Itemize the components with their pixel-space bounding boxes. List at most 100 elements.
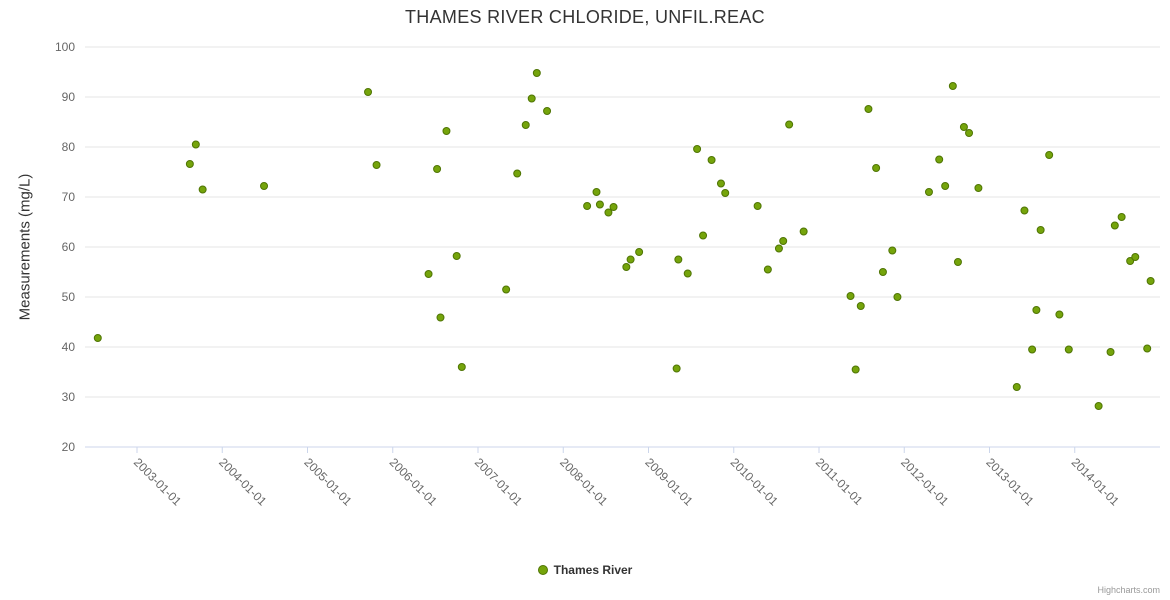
data-point[interactable] — [1110, 221, 1119, 230]
data-point[interactable] — [799, 227, 808, 236]
data-point[interactable] — [583, 202, 592, 210]
x-axis-tick-label: 2007-01-01 — [472, 455, 526, 509]
data-point[interactable] — [888, 246, 897, 255]
y-axis-tick-label: 90 — [62, 90, 76, 104]
legend-marker-icon — [537, 565, 548, 575]
x-axis-tick-label: 2012-01-01 — [898, 455, 952, 509]
y-axis-tick-label: 70 — [62, 190, 76, 204]
data-point[interactable] — [604, 208, 613, 217]
x-axis-tick-label: 2014-01-01 — [1069, 455, 1123, 509]
data-point[interactable] — [635, 248, 644, 256]
data-point[interactable] — [513, 169, 522, 178]
data-point[interactable] — [941, 182, 950, 190]
data-point[interactable] — [1117, 213, 1126, 221]
data-point[interactable] — [785, 120, 794, 129]
data-point[interactable] — [893, 293, 902, 301]
y-axis-tick-label: 80 — [62, 140, 76, 154]
data-point[interactable] — [683, 269, 692, 278]
y-axis-tick-label: 20 — [62, 440, 76, 454]
x-axis-tick-label: 2013-01-01 — [983, 455, 1037, 509]
legend-label: Thames River — [553, 563, 633, 577]
data-point[interactable] — [716, 179, 725, 188]
data-point[interactable] — [693, 145, 702, 153]
data-point[interactable] — [674, 255, 683, 264]
data-point[interactable] — [521, 121, 530, 129]
data-point[interactable] — [1064, 345, 1073, 354]
x-axis-tick-label: 2011-01-01 — [813, 455, 866, 508]
data-point[interactable] — [959, 123, 968, 131]
data-point[interactable] — [198, 185, 207, 194]
data-point[interactable] — [953, 258, 962, 266]
legend-item-thames-river[interactable]: Thames River — [537, 563, 633, 577]
data-point[interactable] — [191, 140, 200, 149]
data-point[interactable] — [753, 202, 762, 210]
data-point[interactable] — [260, 182, 269, 190]
data-point[interactable] — [1036, 226, 1045, 234]
data-point[interactable] — [93, 334, 102, 342]
data-point[interactable] — [532, 69, 541, 77]
data-point[interactable] — [364, 88, 373, 96]
data-point[interactable] — [622, 263, 631, 271]
x-axis-tick-label: 2006-01-01 — [387, 455, 441, 509]
data-point[interactable] — [948, 82, 957, 90]
data-point[interactable] — [1028, 345, 1037, 354]
data-point[interactable] — [699, 231, 708, 240]
data-point[interactable] — [372, 161, 381, 169]
x-axis-tick-label: 2010-01-01 — [728, 455, 782, 509]
data-point[interactable] — [864, 105, 873, 113]
data-point[interactable] — [1126, 257, 1135, 265]
data-point[interactable] — [595, 200, 604, 209]
y-axis-tick-label: 60 — [62, 240, 76, 254]
legend: Thames River — [0, 562, 1170, 580]
data-point[interactable] — [935, 155, 944, 164]
chart-title: THAMES RIVER CHLORIDE, UNFIL.REAC — [405, 7, 765, 27]
data-point[interactable] — [707, 156, 716, 164]
data-point[interactable] — [609, 203, 618, 211]
data-point[interactable] — [1045, 151, 1054, 159]
y-axis-tick-label: 40 — [62, 340, 76, 354]
x-axis-tick-label: 2004-01-01 — [216, 455, 270, 509]
data-point[interactable] — [1012, 383, 1021, 391]
data-point[interactable] — [763, 265, 772, 274]
data-point[interactable] — [185, 160, 194, 168]
y-axis-tick-label: 30 — [62, 390, 76, 404]
highcharts-credits-link[interactable]: Highcharts.com — [1097, 585, 1160, 595]
y-axis-tick-label: 50 — [62, 290, 76, 304]
data-point[interactable] — [721, 189, 730, 197]
data-point[interactable] — [872, 164, 881, 172]
data-point[interactable] — [433, 165, 442, 173]
data-point[interactable] — [436, 313, 445, 322]
x-axis-tick-label: 2005-01-01 — [301, 455, 355, 509]
data-point[interactable] — [1146, 277, 1155, 285]
x-axis-tick-label: 2008-01-01 — [557, 455, 611, 509]
data-point[interactable] — [592, 188, 601, 196]
data-point[interactable] — [502, 285, 511, 294]
data-point[interactable] — [1032, 306, 1041, 314]
data-point[interactable] — [672, 364, 681, 373]
data-point[interactable] — [774, 244, 783, 253]
data-point[interactable] — [442, 127, 451, 135]
data-point[interactable] — [1020, 206, 1029, 215]
data-point[interactable] — [452, 252, 461, 260]
data-point[interactable] — [878, 268, 887, 276]
data-point[interactable] — [974, 184, 983, 192]
data-point[interactable] — [1055, 310, 1064, 319]
data-point[interactable] — [424, 270, 433, 278]
data-point[interactable] — [779, 237, 788, 245]
data-point[interactable] — [856, 302, 865, 310]
data-point[interactable] — [851, 365, 860, 374]
data-point[interactable] — [527, 94, 536, 103]
data-point[interactable] — [457, 363, 466, 371]
data-point[interactable] — [924, 188, 933, 196]
data-point[interactable] — [626, 255, 635, 264]
data-point[interactable] — [1143, 344, 1152, 353]
data-point[interactable] — [543, 107, 552, 115]
x-axis-tick-label: 2009-01-01 — [642, 455, 696, 509]
data-point[interactable] — [1131, 253, 1140, 261]
data-point[interactable] — [1106, 348, 1115, 356]
data-point[interactable] — [1094, 402, 1103, 410]
data-point[interactable] — [846, 292, 855, 300]
data-point[interactable] — [965, 129, 974, 137]
